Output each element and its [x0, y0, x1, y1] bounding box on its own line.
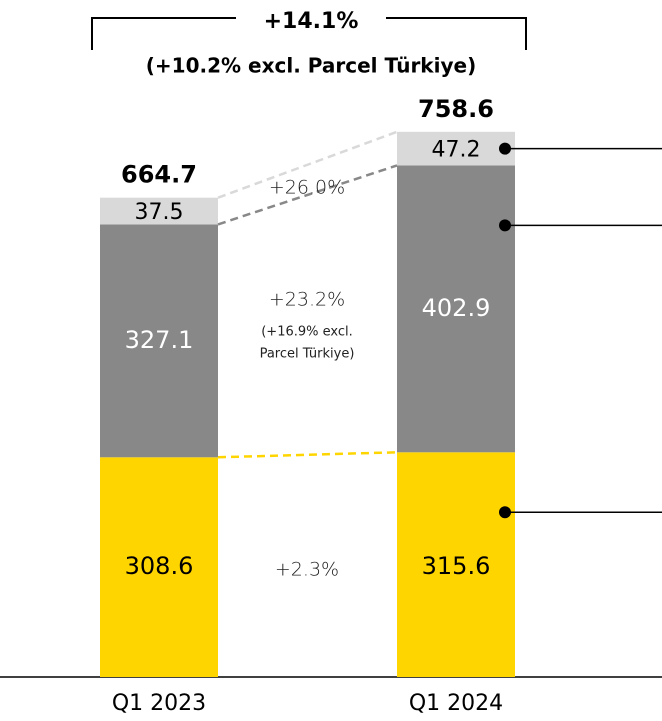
- value-label: 402.9: [422, 294, 491, 322]
- chart-subtitle: (+10.2% excl. Parcel Türkiye): [146, 54, 476, 78]
- category-label: Q1 2023: [112, 691, 206, 716]
- total-label: 664.7: [121, 161, 197, 189]
- value-label: 47.2: [432, 138, 481, 163]
- growth-note: Parcel Türkiye): [260, 347, 355, 362]
- growth-label: +23.2%: [269, 289, 345, 311]
- growth-label: +26.0%: [269, 177, 345, 199]
- bar-segment: [397, 131, 515, 166]
- chart-title: +14.1%: [264, 9, 359, 34]
- growth-note: (+16.9% excl.: [261, 325, 353, 340]
- bar-segment: [397, 165, 515, 453]
- value-label: 37.5: [135, 200, 184, 225]
- bar-segment: [100, 197, 218, 225]
- total-label: 758.6: [418, 95, 494, 123]
- bar-segment: [397, 452, 515, 677]
- connector: [217, 164, 398, 226]
- value-label: 315.6: [422, 552, 491, 580]
- pointer-dot: [499, 219, 511, 232]
- category-label: Q1 2024: [409, 691, 503, 716]
- bar-segment: [100, 224, 218, 458]
- pointer-dot: [499, 142, 511, 155]
- value-label: 308.6: [125, 552, 194, 580]
- connector: [217, 451, 398, 459]
- growth-label: +2.3%: [275, 559, 339, 581]
- connector: [217, 130, 398, 199]
- bracket: [91, 17, 527, 50]
- pointer-dot: [499, 506, 511, 519]
- value-label: 327.1: [125, 326, 194, 354]
- bar-segment: [100, 457, 218, 677]
